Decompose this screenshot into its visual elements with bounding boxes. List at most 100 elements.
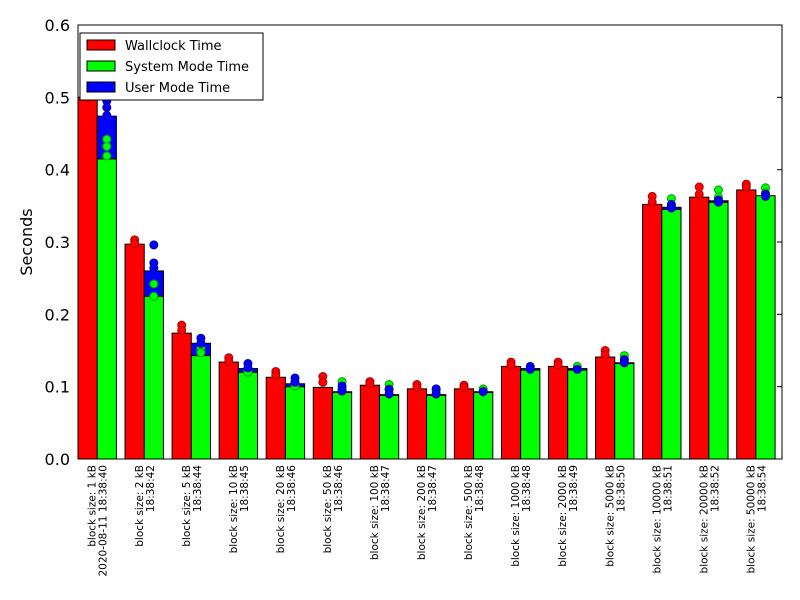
sample-point bbox=[102, 151, 112, 161]
x-tick-label: 18:38:49 bbox=[568, 465, 580, 512]
y-tick-label: 0.2 bbox=[45, 305, 70, 324]
x-tick-label: block size: 10000 kB bbox=[651, 465, 663, 573]
bar bbox=[331, 391, 353, 460]
y-tick-label: 0.6 bbox=[45, 16, 70, 35]
y-tick-label: 0.3 bbox=[45, 233, 70, 252]
sample-point bbox=[149, 279, 159, 289]
sample-point bbox=[102, 102, 112, 112]
x-tick-label: 18:38:46 bbox=[286, 465, 298, 512]
x-tick-label: 18:38:51 bbox=[662, 465, 674, 512]
bar bbox=[218, 361, 239, 460]
x-tick-label: 18:38:47 bbox=[427, 465, 439, 512]
legend-label: Wallclock Time bbox=[125, 39, 222, 54]
sample-point bbox=[431, 389, 441, 399]
sample-point bbox=[102, 142, 112, 152]
x-tick-label: block size: 2000 kB bbox=[557, 465, 569, 567]
sample-point bbox=[365, 379, 375, 389]
x-tick-label: 18:38:48 bbox=[521, 465, 533, 512]
sample-point bbox=[290, 377, 300, 387]
x-tick-label: block size: 200 kB bbox=[416, 465, 428, 560]
sample-point bbox=[102, 110, 112, 120]
bar bbox=[265, 376, 286, 460]
bar bbox=[284, 386, 306, 460]
bar bbox=[124, 243, 145, 460]
y-tick-label: 0.0 bbox=[45, 450, 70, 469]
legend: Wallclock Time System Mode Time User Mode … bbox=[79, 32, 264, 101]
x-tick-label: 18:38:52 bbox=[709, 465, 721, 512]
bar bbox=[500, 365, 522, 460]
sample-point bbox=[384, 389, 394, 399]
bar bbox=[689, 196, 710, 460]
sample-point bbox=[149, 263, 159, 273]
x-tick-label: block size: 20000 kB bbox=[698, 465, 710, 573]
bar bbox=[143, 295, 164, 460]
sample-point bbox=[459, 382, 469, 392]
sample-point bbox=[412, 382, 422, 392]
x-tick-label: 18:38:46 bbox=[333, 465, 345, 512]
sample-point bbox=[196, 338, 206, 348]
sample-point bbox=[318, 377, 328, 387]
sample-point bbox=[271, 370, 281, 380]
bar bbox=[473, 391, 494, 460]
y-tick-label: 0.1 bbox=[45, 378, 70, 397]
x-tick-label: block size: 5 kB bbox=[181, 465, 193, 547]
sample-point bbox=[177, 325, 187, 335]
bar bbox=[520, 369, 541, 460]
x-tick-label: 18:38:47 bbox=[380, 465, 392, 512]
sample-point bbox=[713, 197, 723, 207]
sample-point bbox=[149, 240, 159, 250]
x-tick-label: block size: 2 kB bbox=[134, 465, 146, 547]
sample-point bbox=[243, 363, 253, 373]
sample-point bbox=[478, 387, 488, 397]
x-tick-label: block size: 1 kB bbox=[87, 465, 99, 547]
sample-point bbox=[666, 203, 676, 213]
sample-point bbox=[196, 348, 206, 358]
sample-point bbox=[149, 291, 159, 301]
bar bbox=[661, 208, 682, 460]
x-tick-label: 18:38:48 bbox=[474, 465, 486, 512]
x-tick-label: 18:38:50 bbox=[615, 465, 627, 512]
y-tick-label: 0.5 bbox=[45, 88, 70, 107]
sample-point bbox=[572, 364, 582, 374]
sample-point bbox=[224, 356, 234, 366]
sample-point bbox=[130, 238, 140, 248]
sample-point bbox=[506, 360, 516, 370]
sample-point bbox=[525, 364, 535, 374]
x-tick-label: 18:38:42 bbox=[145, 465, 157, 512]
bar bbox=[77, 96, 98, 460]
legend-label: System Mode Time bbox=[125, 60, 249, 75]
legend-swatch bbox=[86, 81, 116, 93]
sample-point bbox=[619, 358, 629, 368]
x-tick-label: block size: 100 kB bbox=[369, 465, 381, 560]
x-tick-label: 2020-08-11 18:38:40 bbox=[98, 465, 110, 577]
bar bbox=[237, 371, 259, 460]
y-tick-label: 0.4 bbox=[45, 161, 70, 180]
plot-frame bbox=[77, 24, 783, 460]
bar bbox=[595, 356, 616, 460]
bar bbox=[312, 386, 333, 460]
x-tick-label: block size: 5000 kB bbox=[604, 465, 616, 567]
x-tick-label: block size: 10 kB bbox=[228, 465, 240, 553]
bar bbox=[426, 394, 447, 460]
sample-point bbox=[741, 182, 751, 192]
sample-point bbox=[337, 386, 347, 396]
bar bbox=[359, 384, 380, 460]
bar bbox=[379, 394, 400, 460]
bar bbox=[171, 332, 192, 460]
bar bbox=[453, 388, 475, 460]
bar bbox=[96, 158, 117, 460]
x-tick-label: block size: 50 kB bbox=[322, 465, 334, 553]
bar bbox=[614, 363, 635, 460]
bar bbox=[755, 195, 776, 460]
bar bbox=[567, 369, 588, 460]
legend-swatch bbox=[86, 60, 116, 72]
x-tick-label: block size: 20 kB bbox=[275, 465, 287, 553]
sample-point bbox=[600, 350, 610, 360]
sample-point bbox=[694, 189, 704, 199]
legend-label: User Mode Time bbox=[125, 81, 230, 96]
bar bbox=[736, 189, 757, 460]
x-tick-label: block size: 50000 kB bbox=[745, 465, 757, 573]
sample-point bbox=[553, 360, 563, 370]
legend-swatch bbox=[86, 39, 116, 51]
